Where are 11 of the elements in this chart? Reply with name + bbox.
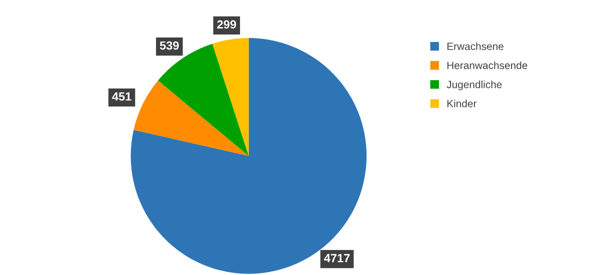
data-label: 539 (160, 41, 179, 50)
legend-label: Heranwachsende (447, 61, 528, 70)
pie-slice (212, 38, 249, 156)
legend-label: Erwachsene (447, 42, 504, 50)
legend-label: Jugendliche (446, 80, 502, 90)
legend-label: Kinder (447, 100, 477, 108)
data-label: 299 (217, 20, 236, 29)
data-label: 451 (112, 92, 132, 101)
data-label: 4717 (324, 254, 350, 262)
pie-slice (130, 38, 367, 274)
pie-slice (134, 80, 249, 156)
